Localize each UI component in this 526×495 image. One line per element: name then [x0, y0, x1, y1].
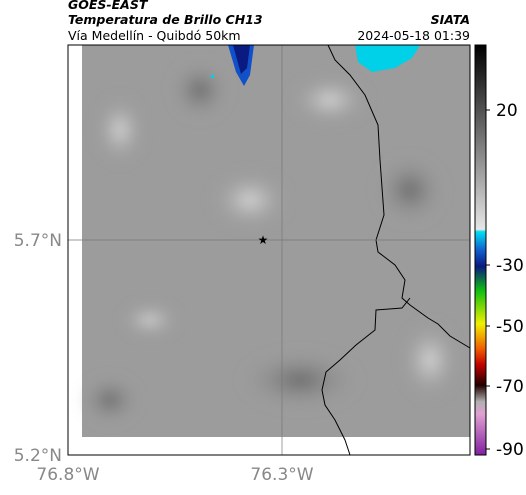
station-marker: ★: [258, 233, 269, 247]
colorbar-label: -50: [496, 317, 524, 337]
colorbar-label: -90: [496, 440, 524, 460]
map-frame: [67, 44, 471, 456]
source-label: SIATA: [431, 12, 470, 27]
satellite-label: GOES-EAST: [68, 0, 149, 12]
timestamp: 2024-05-18 01:39: [357, 28, 470, 43]
coastline: [321, 44, 471, 456]
colorbar-label: 20: [496, 101, 518, 121]
satellite-image: [80, 45, 470, 437]
product-title: Temperatura de Brillo CH13: [68, 12, 263, 27]
colorbar-label: -30: [496, 256, 524, 276]
colorbar-label: -70: [496, 377, 524, 397]
lat-label: 5.2°N: [14, 446, 62, 466]
lat-label: 5.7°N: [14, 231, 62, 251]
lon-label: 76.8°W: [36, 465, 99, 485]
colorbar-ticks: [486, 109, 490, 450]
lon-label: 76.3°W: [250, 465, 313, 485]
region-label: Vía Medellín - Quibdó 50km: [68, 28, 241, 43]
colorbar: [474, 44, 487, 456]
